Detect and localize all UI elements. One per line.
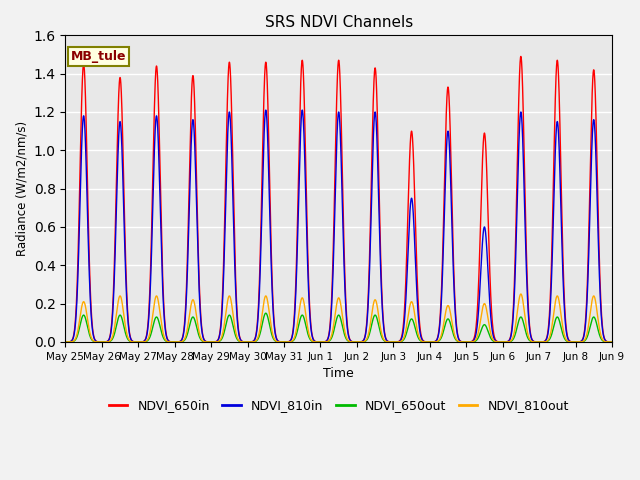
Line: NDVI_650in: NDVI_650in <box>65 57 612 342</box>
NDVI_650in <box>179 335 186 341</box>
NDVI_650out <box>173 339 180 345</box>
NDVI_810out <box>266 315 274 321</box>
Line: NDVI_810in: NDVI_810in <box>65 110 612 342</box>
Title: SRS NDVI Channels: SRS NDVI Channels <box>264 15 413 30</box>
Legend: NDVI_650in, NDVI_810in, NDVI_650out, NDVI_810out: NDVI_650in, NDVI_810in, NDVI_650out, NDV… <box>104 394 573 417</box>
NDVI_650out <box>262 310 269 316</box>
NDVI_650in <box>173 339 180 345</box>
NDVI_650out <box>179 339 186 345</box>
NDVI_650out <box>414 335 422 340</box>
NDVI_650out <box>492 339 500 345</box>
NDVI_810out <box>517 291 525 297</box>
NDVI_810in <box>414 310 422 316</box>
NDVI_650in <box>608 339 616 345</box>
NDVI_810in <box>61 339 69 345</box>
NDVI_810out <box>61 339 69 345</box>
NDVI_810in <box>173 339 180 345</box>
NDVI_810out <box>173 339 180 345</box>
NDVI_810in <box>179 336 186 342</box>
NDVI_810in <box>492 338 500 344</box>
NDVI_650out <box>608 339 616 345</box>
NDVI_810in <box>606 339 614 345</box>
NDVI_650in <box>266 194 274 200</box>
NDVI_810in <box>266 222 274 228</box>
NDVI_810out <box>179 338 186 344</box>
NDVI_810out <box>414 331 422 336</box>
Text: MB_tule: MB_tule <box>71 50 126 63</box>
NDVI_810out <box>608 339 616 345</box>
NDVI_650in <box>492 337 499 343</box>
Y-axis label: Radiance (W/m2/nm/s): Radiance (W/m2/nm/s) <box>15 121 28 256</box>
NDVI_650out <box>266 324 274 330</box>
Line: NDVI_650out: NDVI_650out <box>65 313 612 342</box>
NDVI_810in <box>608 339 616 345</box>
Line: NDVI_810out: NDVI_810out <box>65 294 612 342</box>
X-axis label: Time: Time <box>323 367 354 380</box>
NDVI_650in <box>517 54 525 60</box>
NDVI_810out <box>606 339 614 345</box>
NDVI_650in <box>414 295 422 301</box>
NDVI_650out <box>606 339 614 345</box>
NDVI_810in <box>262 107 269 113</box>
NDVI_810out <box>492 339 499 345</box>
NDVI_650in <box>61 339 69 345</box>
NDVI_650out <box>61 339 69 345</box>
NDVI_650in <box>606 339 614 345</box>
